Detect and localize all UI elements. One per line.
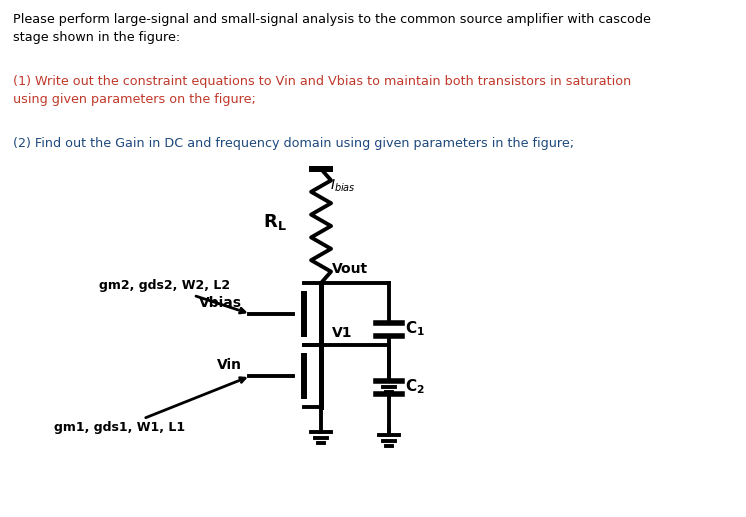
Text: $\mathbf{C_1}$: $\mathbf{C_1}$ [405,320,425,338]
Text: gm1, gds1, W1, L1: gm1, gds1, W1, L1 [54,378,245,434]
Text: Vbias: Vbias [198,296,242,310]
Text: Vout: Vout [332,262,368,276]
Text: (2) Find out the Gain in DC and frequency domain using given parameters in the f: (2) Find out the Gain in DC and frequenc… [13,137,574,150]
Text: $I_{bias}$: $I_{bias}$ [330,178,356,194]
Text: $\mathbf{R_L}$: $\mathbf{R_L}$ [263,212,286,232]
Text: $\mathbf{C_2}$: $\mathbf{C_2}$ [405,377,425,397]
Text: Vin: Vin [216,358,242,372]
Text: gm2, gds2, W2, L2: gm2, gds2, W2, L2 [99,280,245,313]
Text: (1) Write out the constraint equations to Vin and Vbias to maintain both transis: (1) Write out the constraint equations t… [13,75,632,106]
Text: V1: V1 [332,326,352,340]
Text: Please perform large-signal and small-signal analysis to the common source ampli: Please perform large-signal and small-si… [13,13,651,44]
